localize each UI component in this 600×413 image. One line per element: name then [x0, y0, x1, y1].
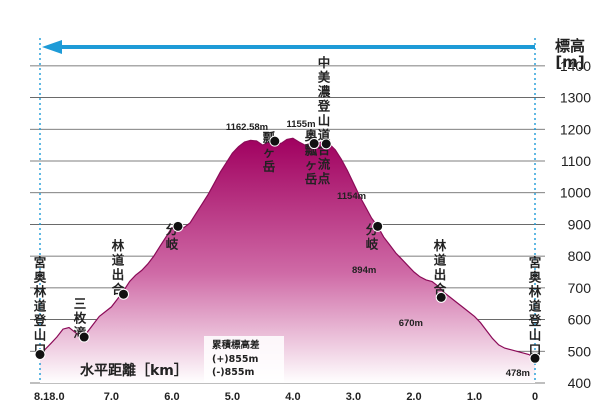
- x-tick-4: 4.0: [285, 391, 300, 403]
- waypoint-marker-6: [320, 138, 332, 150]
- y-tick-1400: 1400: [560, 58, 591, 74]
- guide-lines: [39, 38, 536, 383]
- y-tick-1100: 1100: [561, 153, 591, 169]
- waypoint-marker-2: [118, 288, 130, 300]
- elevation-label-6: 1154m: [337, 191, 366, 202]
- waypoint-marker-7: [372, 220, 384, 232]
- elevation-area: [40, 138, 535, 383]
- y-tick-600: 600: [568, 312, 592, 328]
- x-tick-3: 5.0: [225, 391, 240, 403]
- point-label-2: 林道出合: [112, 238, 125, 297]
- y-axis-label-line-0: 標高: [555, 37, 585, 55]
- y-axis-ticks: 400 500 600 700 800 900 1000 1100 1200 1300 1400: [560, 58, 591, 391]
- y-tick-400: 400: [568, 375, 592, 391]
- x-axis-label: 水平距離［km］: [80, 362, 188, 379]
- waypoint-marker-4: [269, 135, 281, 147]
- y-tick-1000: 1000: [560, 185, 591, 201]
- elevation-label-8: 670m: [399, 318, 423, 329]
- x-tick-8: 0: [532, 391, 538, 403]
- y-axis-label-line-1: [m]: [555, 53, 584, 71]
- x-axis-ticks: 8.18.0 7.0 6.0 5.0 4.0 3.0 2.0 1.0 0: [34, 391, 538, 403]
- y-tick-1200: 1200: [560, 121, 591, 137]
- waypoint-marker-1: [78, 331, 90, 343]
- x-tick-6: 2.0: [406, 391, 421, 403]
- elevation-label-5: 1155m: [286, 119, 315, 130]
- y-tick-900: 900: [568, 216, 592, 232]
- x-tick-5: 3.0: [346, 391, 361, 403]
- waypoint-marker-0: [34, 348, 46, 360]
- direction-arrow-head: [42, 40, 62, 54]
- legend-title: 累積標高差: [212, 339, 260, 351]
- y-tick-800: 800: [568, 248, 592, 264]
- legend-line-1: (-)855m: [212, 367, 254, 378]
- y-axis-label: 標高[m]: [555, 37, 585, 71]
- waypoint-marker-8: [435, 291, 447, 303]
- cumulative-elevation-box: 累積標高差 (+)855m (-)855m: [204, 336, 284, 382]
- elevation-label-7: 894m: [352, 265, 376, 276]
- waypoint-marker-9: [529, 352, 541, 364]
- elevation-label-4: 1162.58m: [226, 122, 268, 133]
- y-tick-500: 500: [568, 343, 592, 359]
- point-label-0: 宮奥林道登山口: [33, 255, 47, 357]
- point-label-5: 奥瓢ヶ岳: [305, 128, 318, 187]
- elevation-label-9: 478m: [506, 368, 530, 379]
- legend-line-0: (+)855m: [212, 354, 258, 365]
- legend-background: [204, 336, 284, 382]
- waypoint-markers: [34, 135, 541, 364]
- point-label-9: 宮奥林道登山口: [528, 255, 542, 357]
- y-tick-1300: 1300: [560, 90, 591, 106]
- waypoint-marker-3: [172, 220, 184, 232]
- x-tick-0: 8.18.0: [34, 391, 65, 403]
- waypoint-marker-5: [308, 138, 320, 150]
- point-label-8: 林道出合: [434, 238, 447, 297]
- x-tick-1: 7.0: [104, 391, 119, 403]
- point-label-6: 中美濃登山道合流点: [317, 55, 331, 186]
- y-tick-700: 700: [568, 280, 592, 296]
- x-tick-7: 1.0: [467, 391, 482, 403]
- x-tick-2: 6.0: [164, 391, 179, 403]
